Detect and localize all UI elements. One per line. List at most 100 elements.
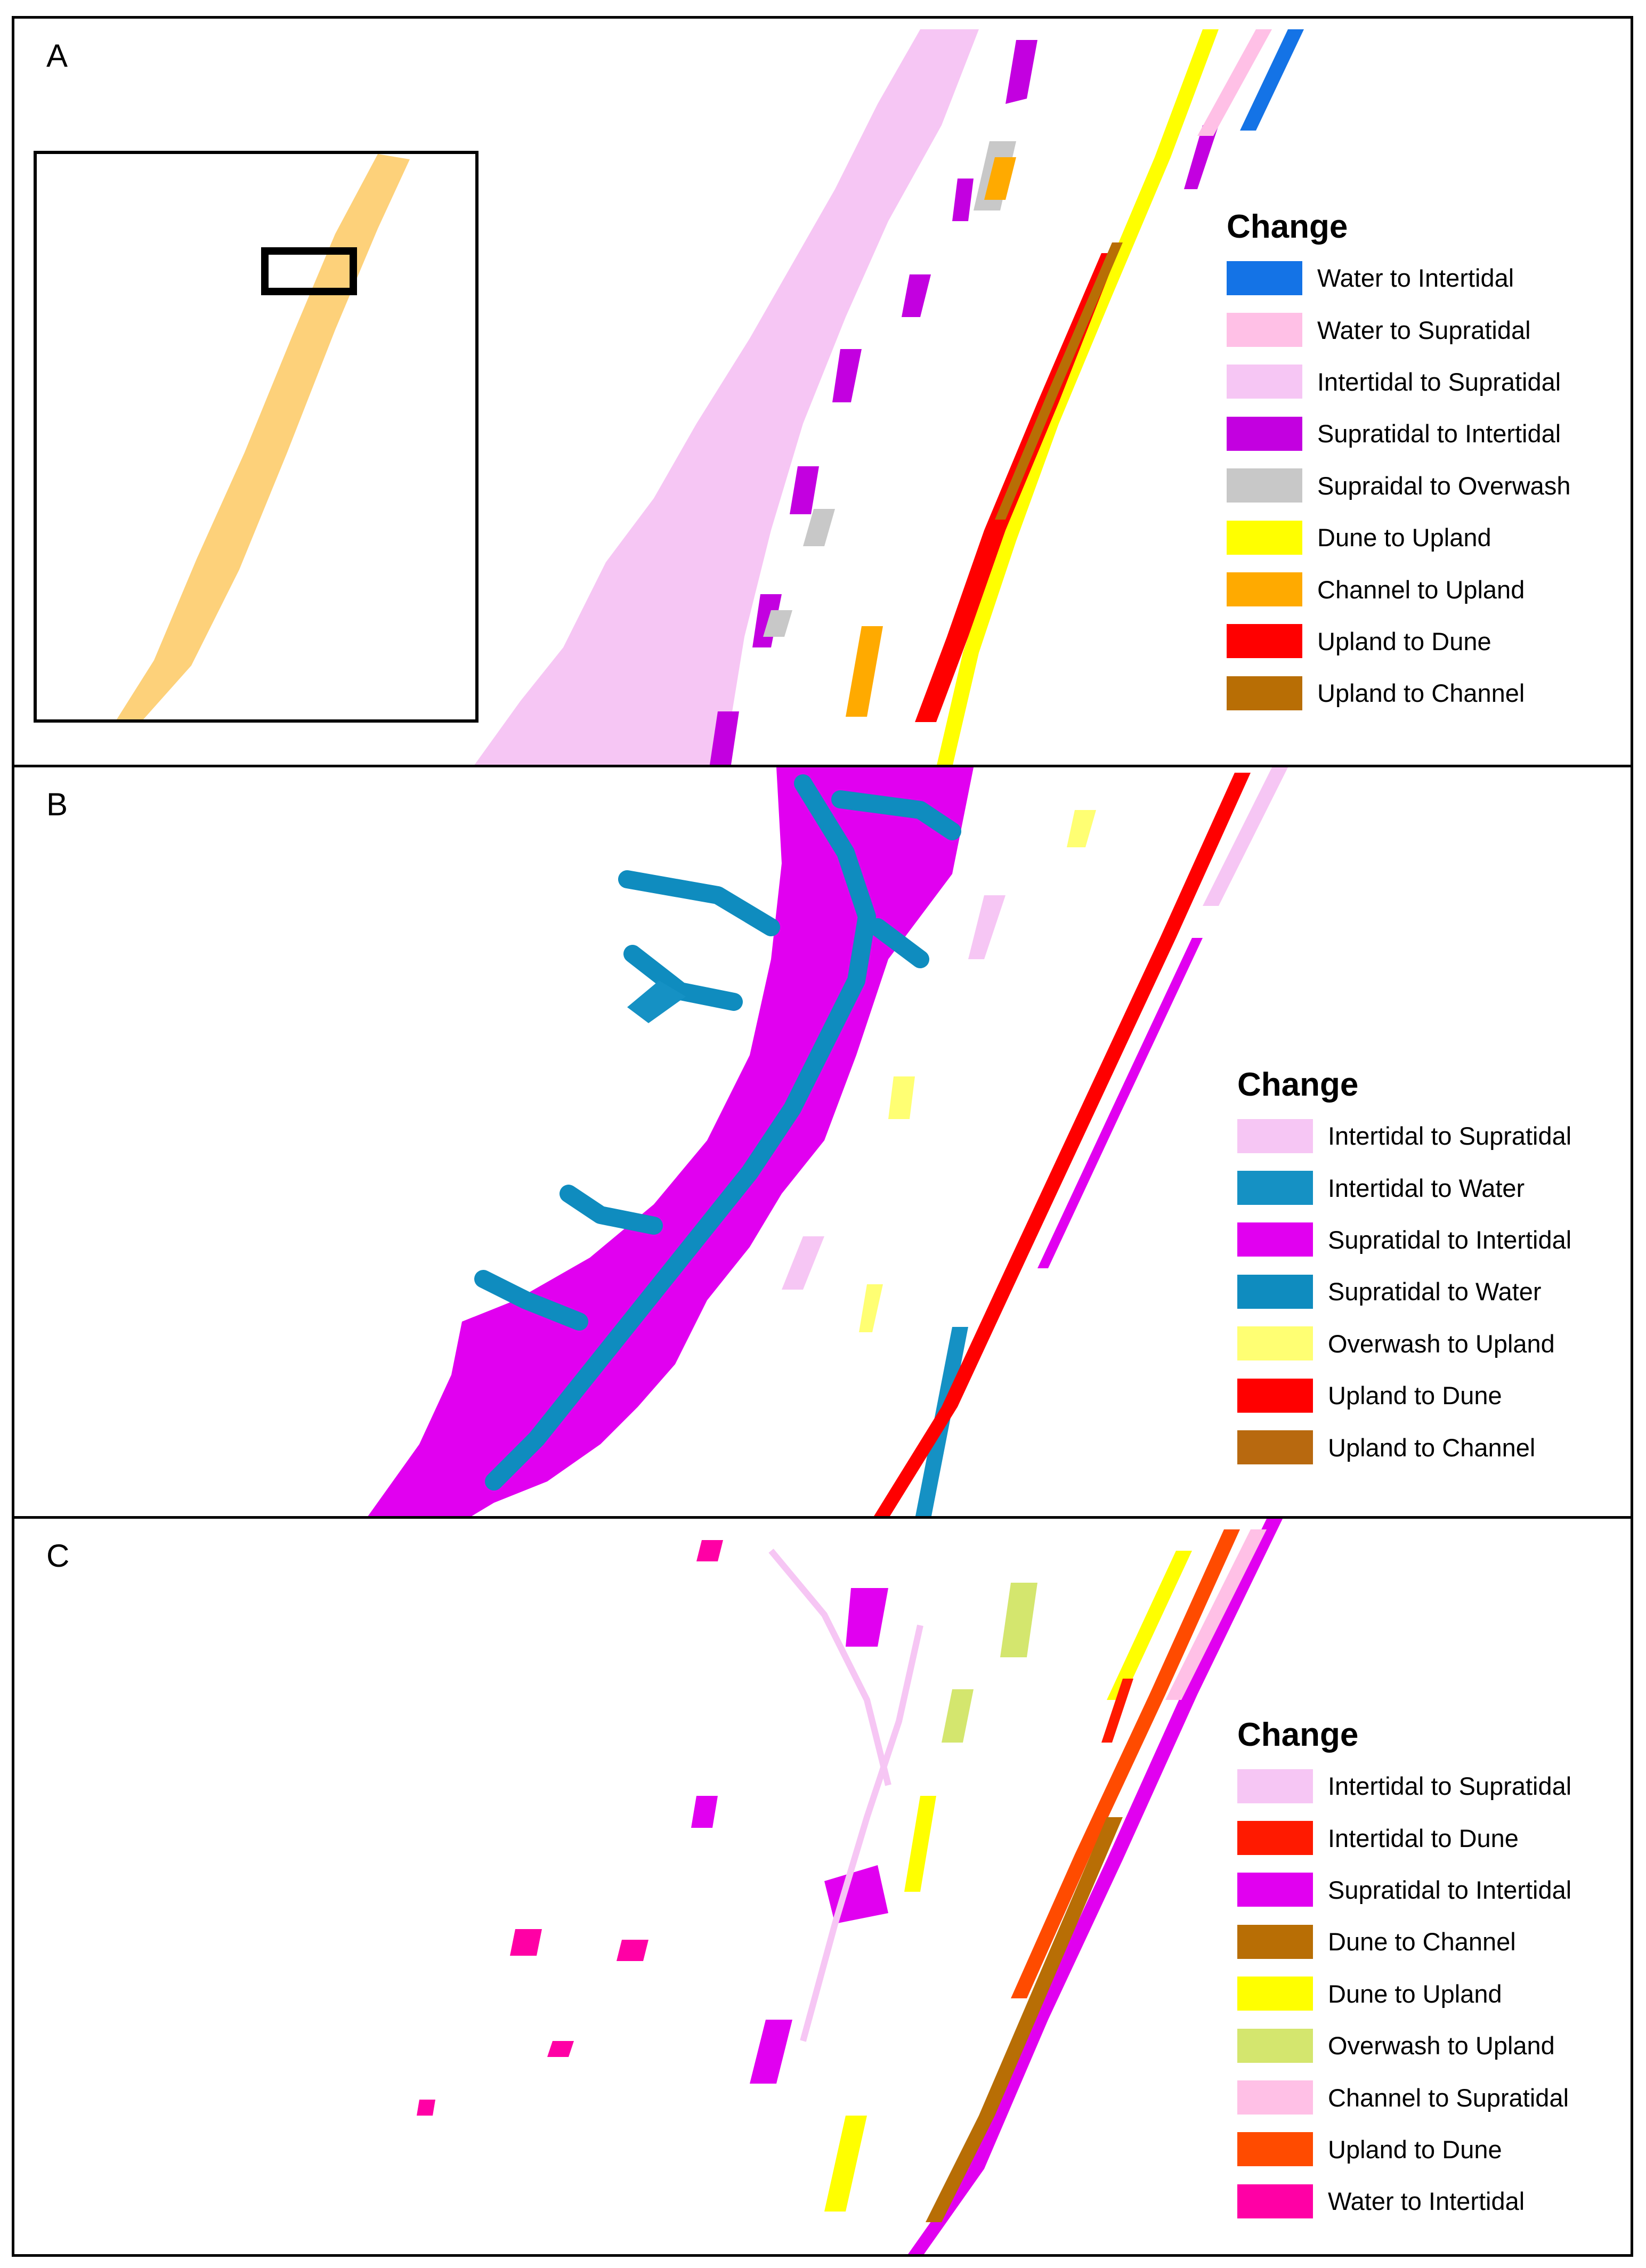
legend-label: Dune to Upland	[1317, 523, 1491, 552]
map-b-supratidal-to-intertidal	[368, 767, 974, 1516]
legend-label: Channel to Upland	[1317, 575, 1525, 604]
legend-label: Dune to Channel	[1328, 1927, 1516, 1956]
legend-item: Intertidal to Dune	[1237, 1812, 1571, 1864]
legend-item: Dune to Upland	[1227, 512, 1570, 563]
legend-item: Dune to Channel	[1237, 1916, 1571, 1967]
legend-swatch	[1237, 1326, 1313, 1361]
legend-item: Supratidal to Water	[1237, 1266, 1571, 1317]
map-c-intertidal-to-supratidal	[768, 1549, 923, 2042]
inset-locator-map	[34, 151, 479, 723]
map-a-channel-to-upland	[846, 157, 1016, 717]
legend-item: Upland to Dune	[1237, 1370, 1571, 1421]
map-a-water-to-intertidal	[1240, 29, 1304, 131]
inset-locator-box	[261, 247, 357, 295]
legend-item: Water to Supratidal	[1227, 304, 1570, 355]
legend-item: Upland to Channel	[1237, 1421, 1571, 1473]
legend-label: Supratidal to Intertidal	[1328, 1875, 1572, 1904]
legend-items: Intertidal to Supratidal Intertidal to Du…	[1237, 1760, 1571, 2228]
legend-item: Channel to Upland	[1227, 563, 1570, 615]
legend-item: Supratidal to Intertidal	[1227, 408, 1570, 459]
legend-item: Upland to Dune	[1227, 615, 1570, 667]
legend-item: Overwash to Upland	[1237, 1318, 1571, 1370]
legend-item: Intertidal to Water	[1237, 1162, 1571, 1213]
map-b-intertidal-to-supratidal	[782, 767, 1288, 1290]
map-b-upland-to-dune	[874, 773, 1251, 1516]
legend-label: Channel to Supratidal	[1328, 2083, 1569, 2112]
map-a-water-to-supratidal	[1197, 29, 1272, 136]
legend-label: Supratidal to Water	[1328, 1277, 1542, 1306]
legend-swatch	[1227, 261, 1302, 295]
map-b-overwash-to-upland	[859, 810, 1096, 1332]
legend-label: Supraidal to Overwash	[1317, 471, 1571, 500]
map-c-channel-to-supratidal	[1165, 1529, 1267, 1700]
legend-swatch	[1237, 1873, 1313, 1907]
panel-a: A Change Water to Intertidal Water to Sup…	[12, 16, 1633, 767]
legend-item: Dune to Upland	[1237, 1968, 1571, 2020]
legend-title: Change	[1237, 1716, 1359, 1753]
legend-swatch	[1227, 572, 1302, 607]
legend-item: Upland to Dune	[1237, 2124, 1571, 2175]
legend-swatch	[1237, 1119, 1313, 1153]
legend-label: Overwash to Upland	[1328, 1329, 1555, 1358]
legend-swatch	[1237, 1222, 1313, 1257]
legend-swatch	[1227, 416, 1302, 451]
legend-item: Channel to Supratidal	[1237, 2071, 1571, 2123]
map-c-upland-to-dune	[1011, 1529, 1240, 1998]
map-b-beach-strip	[1037, 938, 1203, 1268]
legend-label: Upland to Channel	[1328, 1433, 1536, 1462]
map-a-supratidal-to-intertidal	[710, 40, 1219, 765]
inset-island	[117, 154, 410, 719]
panel-letter-a: A	[46, 38, 68, 74]
map-a-dune-to-upland	[937, 29, 1219, 765]
legend-label: Supratidal to Intertidal	[1317, 419, 1561, 448]
legend-label: Water to Supratidal	[1317, 315, 1531, 344]
legend-label: Intertidal to Supratidal	[1328, 1772, 1572, 1801]
legend-b: Change Intertidal to Supratidal Intertida…	[1237, 1066, 1571, 1473]
map-b	[368, 767, 1288, 1516]
legend-label: Upland to Channel	[1317, 679, 1525, 708]
legend-swatch	[1237, 2080, 1313, 2115]
panel-b: B Change Intertidal to Supratidal Interti…	[12, 765, 1633, 1519]
panel-letter-c: C	[46, 1538, 70, 1574]
legend-items: Water to Intertidal Water to Supratidal In…	[1227, 252, 1570, 719]
legend-label: Water to Intertidal	[1328, 2187, 1525, 2216]
legend-title: Change	[1227, 208, 1348, 245]
legend-swatch	[1237, 2132, 1313, 2167]
legend-label: Supratidal to Intertidal	[1328, 1225, 1572, 1254]
legend-item: Overwash to Upland	[1237, 2020, 1571, 2071]
legend-label: Intertidal to Dune	[1328, 1824, 1519, 1852]
legend-items: Intertidal to Supratidal Intertidal to Wa…	[1237, 1110, 1571, 1473]
legend-swatch	[1227, 313, 1302, 347]
legend-label: Upland to Dune	[1328, 2135, 1502, 2164]
legend-swatch	[1237, 1977, 1313, 2011]
legend-label: Upland to Dune	[1317, 627, 1491, 655]
legend-swatch	[1237, 1924, 1313, 1959]
inset-svg	[117, 154, 410, 719]
map-c-intertidal-to-dune	[1101, 1679, 1133, 1743]
legend-swatch	[1237, 1378, 1313, 1413]
panel-letter-b: B	[46, 787, 68, 822]
legend-label: Water to Intertidal	[1317, 264, 1514, 293]
legend-swatch	[1237, 1769, 1313, 1803]
map-a-upland-to-channel	[995, 242, 1123, 520]
panel-c: C Change Intertidal to Supratidal Interti…	[12, 1516, 1633, 2257]
legend-item: Supratidal to Intertidal	[1237, 1214, 1571, 1266]
legend-label: Intertidal to Water	[1328, 1173, 1525, 1202]
legend-item: Upland to Channel	[1227, 667, 1570, 719]
legend-label: Overwash to Upland	[1328, 2031, 1555, 2060]
legend-swatch	[1227, 365, 1302, 399]
legend-item: Intertidal to Supratidal	[1237, 1760, 1571, 1812]
legend-swatch	[1237, 1821, 1313, 1856]
legend-swatch	[1227, 520, 1302, 555]
legend-swatch	[1237, 2184, 1313, 2218]
legend-swatch	[1227, 468, 1302, 503]
map-a-intertidal-to-supratidal	[474, 29, 979, 765]
legend-item: Water to Intertidal	[1227, 252, 1570, 304]
legend-swatch	[1237, 1171, 1313, 1205]
legend-item: Supratidal to Intertidal	[1237, 1864, 1571, 1916]
legend-label: Intertidal to Supratidal	[1317, 367, 1561, 396]
map-a	[474, 29, 1304, 765]
map-c-overwash-to-upland	[942, 1583, 1037, 1743]
legend-swatch	[1227, 624, 1302, 659]
legend-label: Intertidal to Supratidal	[1328, 1122, 1572, 1151]
